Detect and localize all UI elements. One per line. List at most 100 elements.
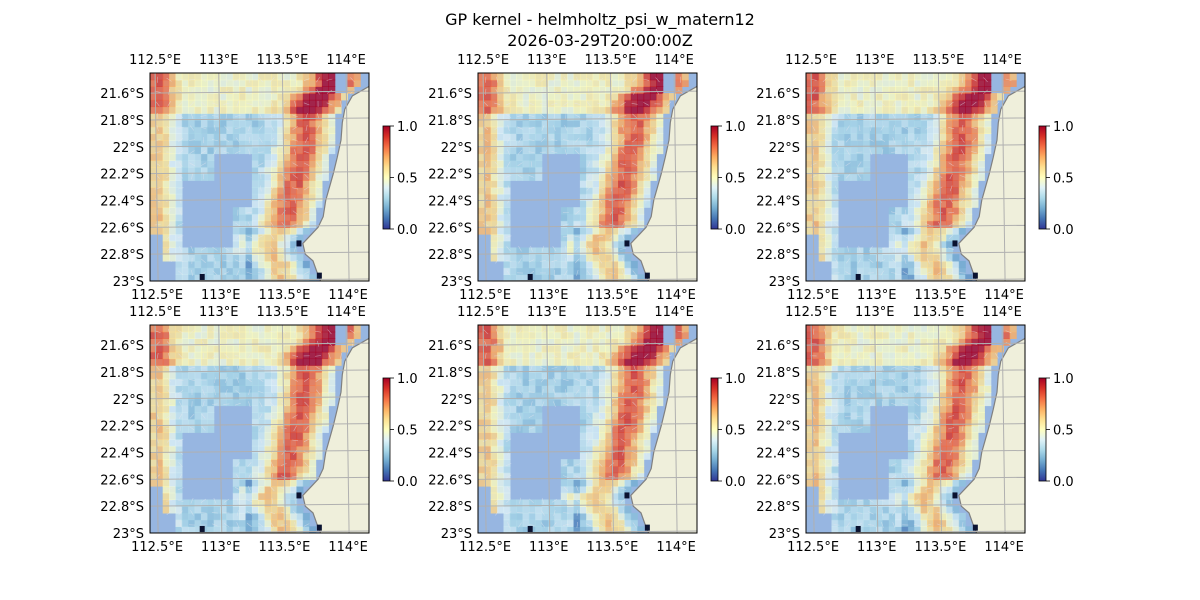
heatmap-cell bbox=[321, 99, 329, 108]
heatmap-cell bbox=[315, 378, 323, 386]
heatmap-cell bbox=[971, 79, 979, 87]
heatmap-cell bbox=[169, 405, 177, 413]
heatmap-cell bbox=[939, 207, 947, 215]
vector-tick bbox=[235, 77, 241, 82]
vector-tick bbox=[598, 401, 603, 407]
heatmap-cell bbox=[643, 200, 651, 208]
heatmap-cell bbox=[624, 187, 632, 195]
heatmap-cell bbox=[592, 398, 600, 407]
heatmap-cell bbox=[825, 160, 833, 168]
heatmap-cell bbox=[927, 274, 934, 281]
heatmap-cell bbox=[302, 465, 310, 474]
heatmap-cell bbox=[649, 425, 657, 433]
heatmap-cell bbox=[831, 492, 839, 500]
x-tick-label-bottom: 112.5°E bbox=[131, 288, 183, 303]
heatmap-cell bbox=[181, 79, 189, 87]
map-panel-2: 112.5°E112.5°E113°E113°E113.5°E113.5°E11… bbox=[428, 53, 698, 303]
heatmap-cell bbox=[895, 247, 903, 255]
heatmap-cell bbox=[825, 220, 833, 228]
vector-tick bbox=[971, 186, 977, 190]
heatmap-cell bbox=[283, 425, 291, 433]
vector-tick bbox=[971, 151, 978, 154]
heatmap-cell bbox=[226, 247, 234, 255]
heatmap-cell bbox=[850, 247, 858, 255]
heatmap-cell bbox=[522, 512, 530, 521]
heatmap-cell bbox=[226, 358, 234, 366]
heatmap-cell bbox=[630, 365, 638, 373]
heatmap-cell bbox=[863, 120, 871, 128]
heatmap-cell bbox=[554, 113, 562, 121]
vector-tick bbox=[248, 401, 251, 408]
heatmap-cell bbox=[656, 120, 664, 128]
heatmap-cell bbox=[977, 106, 985, 114]
heatmap-cell bbox=[637, 213, 645, 222]
heatmap-cell bbox=[245, 234, 253, 242]
vector-tick bbox=[553, 509, 556, 516]
heatmap-cell bbox=[535, 146, 543, 155]
heatmap-cell bbox=[516, 160, 524, 168]
heatmap-cell bbox=[933, 146, 941, 155]
heatmap-cell bbox=[213, 519, 221, 527]
vector-tick bbox=[304, 173, 309, 179]
heatmap-cell bbox=[946, 79, 954, 87]
heatmap-cell bbox=[895, 86, 903, 94]
heatmap-cell bbox=[251, 213, 259, 222]
vector-tick bbox=[168, 352, 171, 359]
vector-tick bbox=[574, 258, 580, 264]
heatmap-cell bbox=[535, 86, 543, 94]
x-tick-label-top: 112.5°E bbox=[785, 53, 837, 68]
heatmap-cell bbox=[315, 86, 323, 94]
heatmap-cell bbox=[503, 200, 511, 208]
vector-tick bbox=[631, 426, 638, 431]
heatmap-cell bbox=[207, 120, 215, 128]
heatmap-cell bbox=[656, 338, 664, 346]
heatmap-cell bbox=[315, 73, 323, 81]
heatmap-cell bbox=[251, 146, 259, 155]
vector-tick bbox=[505, 438, 512, 443]
heatmap-cell bbox=[592, 160, 600, 168]
heatmap-cell bbox=[169, 200, 177, 208]
heatmap-cell bbox=[573, 254, 581, 262]
vector-tick bbox=[282, 497, 285, 504]
heatmap-cell bbox=[296, 193, 304, 202]
heatmap-cell bbox=[535, 173, 543, 181]
heatmap-cell bbox=[181, 365, 189, 373]
heatmap-cell bbox=[560, 486, 568, 494]
heatmap-cell bbox=[490, 358, 498, 366]
heatmap-cell bbox=[812, 187, 820, 195]
heatmap-cell bbox=[907, 207, 915, 215]
heatmap-cell bbox=[251, 392, 259, 400]
vector-tick bbox=[822, 114, 829, 118]
heatmap-cell bbox=[624, 519, 632, 527]
vector-tick bbox=[292, 187, 299, 190]
heatmap-cell bbox=[162, 479, 170, 487]
heatmap-cell bbox=[302, 526, 310, 533]
heatmap-cell bbox=[818, 465, 826, 474]
heatmap-cell bbox=[271, 173, 278, 181]
heatmap-cell bbox=[573, 459, 581, 467]
heatmap-cell bbox=[573, 240, 581, 248]
heatmap-cell bbox=[806, 425, 813, 433]
heatmap-cell bbox=[958, 106, 966, 114]
heatmap-cell bbox=[207, 126, 215, 134]
heatmap-cell bbox=[258, 113, 266, 121]
vector-tick bbox=[177, 78, 184, 81]
heatmap-cell bbox=[611, 385, 619, 393]
heatmap-cell bbox=[605, 351, 613, 360]
heatmap-cell bbox=[258, 459, 266, 467]
heatmap-cell bbox=[611, 358, 619, 366]
heatmap-cell bbox=[207, 365, 215, 373]
heatmap-cell bbox=[516, 247, 524, 255]
heatmap-cell bbox=[264, 486, 272, 494]
heatmap-cell bbox=[528, 425, 536, 433]
vector-tick bbox=[154, 151, 161, 153]
heatmap-cell bbox=[245, 486, 253, 494]
heatmap-cell bbox=[541, 99, 549, 108]
heatmap-cell bbox=[825, 398, 833, 407]
heatmap-cell bbox=[503, 365, 511, 373]
heatmap-cell bbox=[901, 254, 909, 262]
gridline-lon bbox=[810, 73, 815, 281]
heatmap-cell bbox=[637, 146, 645, 155]
heatmap-cell bbox=[245, 79, 253, 87]
heatmap-cell bbox=[946, 200, 954, 208]
